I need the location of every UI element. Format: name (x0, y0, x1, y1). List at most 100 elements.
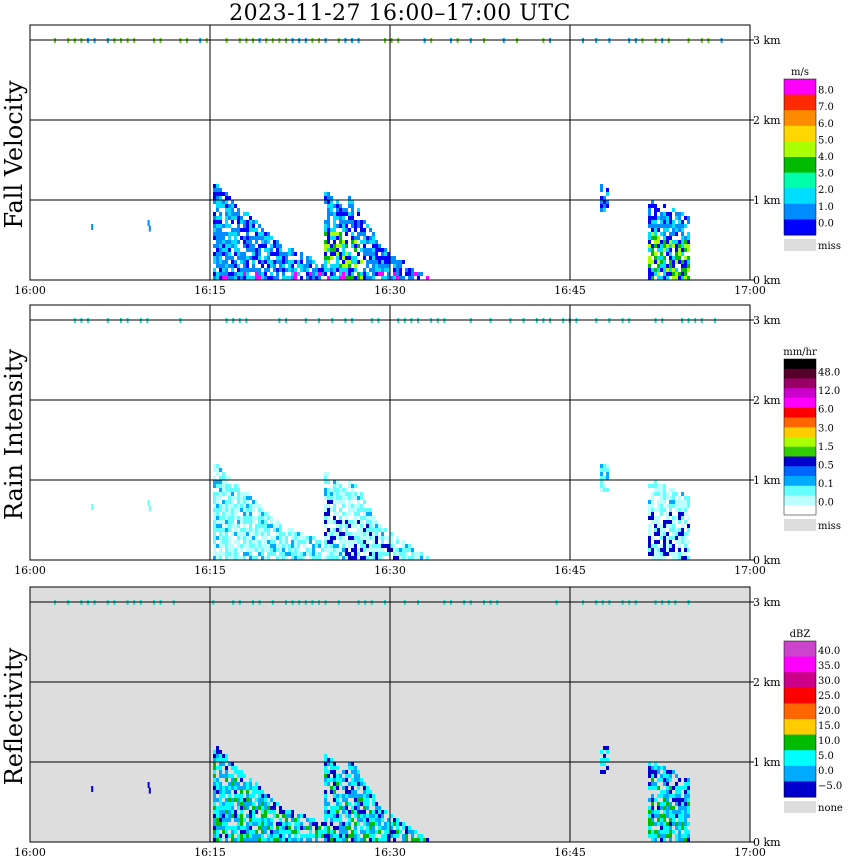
echo-cell (342, 822, 345, 826)
echo-cell (345, 830, 348, 834)
echo-cell (252, 264, 255, 268)
echo-cell (339, 806, 342, 810)
echo-cell (219, 260, 222, 264)
colorbar-label: 35.0 (818, 661, 840, 672)
echo-cell (672, 770, 675, 774)
echo-cell (333, 272, 336, 276)
echo-cell (324, 774, 327, 778)
echo-cell (369, 830, 372, 834)
echo-cell (276, 524, 279, 528)
x-tick-label: 16:15 (194, 846, 226, 859)
echo-cell (417, 834, 420, 838)
echo-cell (234, 556, 237, 560)
echo-cell (231, 798, 234, 802)
echo-cell (252, 520, 255, 524)
echo-cell (219, 496, 222, 500)
echo-cell (345, 488, 348, 492)
echo-cell (255, 504, 258, 508)
echo-cell (219, 516, 222, 520)
echo-cell (375, 810, 378, 814)
echo-cell (663, 264, 666, 268)
echo-cell (273, 814, 276, 818)
echo-cell (354, 810, 357, 814)
echo-cell (225, 224, 228, 228)
echo-cell (309, 540, 312, 544)
echo-cell (300, 834, 303, 838)
echo-cell (222, 790, 225, 794)
echo-cell (669, 834, 672, 838)
echo-cell (672, 536, 675, 540)
echo-cell (273, 544, 276, 548)
echo-cell (357, 260, 360, 264)
echo-cell (234, 524, 237, 528)
echo-cell (606, 766, 609, 770)
echo-cell (660, 548, 663, 552)
echo-cell (231, 508, 234, 512)
echo-cell (312, 834, 315, 838)
echo-cell (225, 516, 228, 520)
echo-cell (228, 540, 231, 544)
echo-cell (366, 248, 369, 252)
echo-cell (678, 528, 681, 532)
echo-cell (336, 774, 339, 778)
echo-cell (336, 480, 339, 484)
colorbar-label: 30.0 (818, 676, 840, 687)
echo-cell (234, 212, 237, 216)
echo-cell (312, 260, 315, 264)
echo-cell (684, 552, 687, 556)
echo-cell (351, 532, 354, 536)
echo-cell (288, 248, 291, 252)
echo-cell (663, 548, 666, 552)
echo-cell (666, 504, 669, 508)
echo-cell (339, 774, 342, 778)
echo-cell (351, 540, 354, 544)
echo-cell (675, 536, 678, 540)
echo-cell (285, 256, 288, 260)
echo-cell (648, 236, 651, 240)
echo-cell (339, 818, 342, 822)
echo-cell (666, 268, 669, 272)
echo-cell (354, 544, 357, 548)
echo-cell (231, 232, 234, 236)
echo-cell (327, 492, 330, 496)
echo-cell (339, 834, 342, 838)
echo-cell (390, 540, 393, 544)
echo-cell (252, 818, 255, 822)
echo-cell (345, 798, 348, 802)
colorbar-missing-swatch (784, 801, 816, 813)
echo-cell (333, 496, 336, 500)
echo-cell (270, 806, 273, 810)
echo-cell (345, 540, 348, 544)
echo-cell (345, 778, 348, 782)
echo-cell (222, 264, 225, 268)
echo-cell (348, 216, 351, 220)
echo-cell (669, 790, 672, 794)
echo-cell (213, 524, 216, 528)
echo-cell (219, 212, 222, 216)
echo-cell (420, 838, 423, 842)
echo-cell (663, 220, 666, 224)
echo-cell (603, 204, 606, 208)
echo-cell (213, 256, 216, 260)
echo-cell (267, 818, 270, 822)
echo-cell (357, 770, 360, 774)
echo-cell (669, 272, 672, 276)
echo-cell (666, 240, 669, 244)
echo-cell (372, 544, 375, 548)
echo-cell (420, 834, 423, 838)
echo-cell (381, 264, 384, 268)
echo-cell (315, 268, 318, 272)
echo-cell (252, 500, 255, 504)
echo-cell (282, 532, 285, 536)
echo-cell (360, 220, 363, 224)
echo-cell (282, 544, 285, 548)
echo-cell (237, 822, 240, 826)
echo-cell (324, 512, 327, 516)
echo-cell (327, 830, 330, 834)
echo-cell (222, 762, 225, 766)
echo-cell (255, 810, 258, 814)
echo-cell (240, 778, 243, 782)
echo-cell (678, 532, 681, 536)
echo-cell (333, 504, 336, 508)
echo-cell (660, 814, 663, 818)
